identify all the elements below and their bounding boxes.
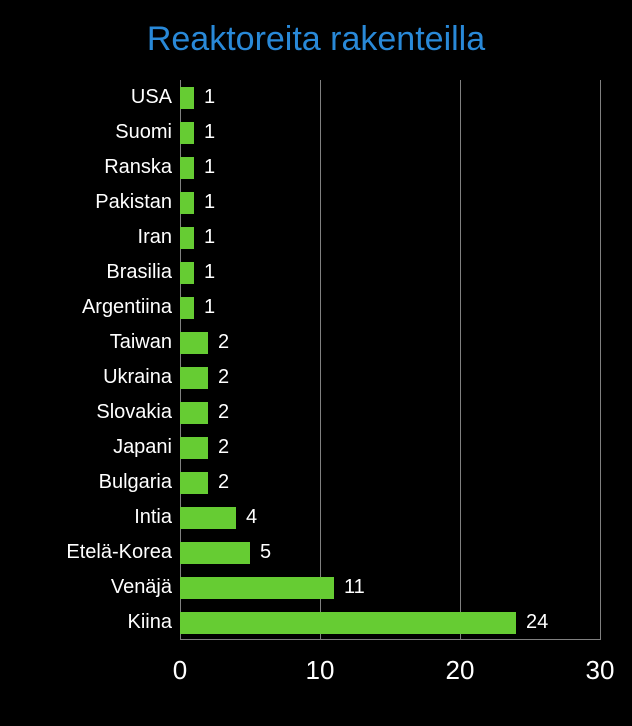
bar-value-label: 1 <box>204 261 215 284</box>
bar-row: 1 <box>180 220 215 255</box>
bar <box>180 157 194 179</box>
bar-value-label: 1 <box>204 226 215 249</box>
bar-value-label: 2 <box>218 366 229 389</box>
y-axis-label: Pakistan <box>12 185 172 220</box>
bar-row: 1 <box>180 290 215 325</box>
bar-value-label: 1 <box>204 86 215 109</box>
y-axis-label: Taiwan <box>12 325 172 360</box>
bar <box>180 297 194 319</box>
bar-value-label: 1 <box>204 191 215 214</box>
bar <box>180 227 194 249</box>
gridline <box>600 80 601 640</box>
bar-value-label: 2 <box>218 471 229 494</box>
bar-row: 11 <box>180 570 365 605</box>
bar <box>180 367 208 389</box>
y-axis-label: Japani <box>12 430 172 465</box>
bar-value-label: 2 <box>218 331 229 354</box>
bar <box>180 402 208 424</box>
bar <box>180 192 194 214</box>
bar-row: 1 <box>180 150 215 185</box>
bar-value-label: 2 <box>218 436 229 459</box>
gridline <box>460 80 461 640</box>
bar-row: 1 <box>180 80 215 115</box>
bar-value-label: 5 <box>260 541 271 564</box>
bar-row: 5 <box>180 535 271 570</box>
y-axis-label: Intia <box>12 500 172 535</box>
bar-row: 2 <box>180 395 229 430</box>
y-axis-label: Kiina <box>12 605 172 640</box>
bar-row: 4 <box>180 500 257 535</box>
y-axis-label: USA <box>12 80 172 115</box>
y-axis-label: Argentiina <box>12 290 172 325</box>
bar-value-label: 1 <box>204 121 215 144</box>
chart-container: Reaktoreita rakenteilla 1111111222224511… <box>0 0 632 726</box>
x-axis-tick: 10 <box>300 655 340 686</box>
y-axis-label: Venäjä <box>12 570 172 605</box>
y-axis-label: Etelä-Korea <box>12 535 172 570</box>
bar-value-label: 1 <box>204 156 215 179</box>
plot-area: 111111122222451124 <box>180 80 600 640</box>
bar-row: 2 <box>180 430 229 465</box>
gridline <box>320 80 321 640</box>
bar <box>180 577 334 599</box>
bar <box>180 507 236 529</box>
bar-row: 24 <box>180 605 548 640</box>
bar <box>180 87 194 109</box>
bar-value-label: 4 <box>246 506 257 529</box>
bar-value-label: 24 <box>526 611 548 634</box>
bar-row: 1 <box>180 255 215 290</box>
bar-row: 2 <box>180 325 229 360</box>
bar <box>180 542 250 564</box>
y-axis-label: Slovakia <box>12 395 172 430</box>
x-axis-tick: 0 <box>160 655 200 686</box>
bar <box>180 262 194 284</box>
bar-value-label: 11 <box>344 576 365 599</box>
y-axis-label: Brasilia <box>12 255 172 290</box>
y-axis-label: Ukraina <box>12 360 172 395</box>
y-axis-label: Bulgaria <box>12 465 172 500</box>
y-axis-label: Suomi <box>12 115 172 150</box>
bar-row: 1 <box>180 115 215 150</box>
bar <box>180 612 516 634</box>
bar <box>180 332 208 354</box>
chart-title: Reaktoreita rakenteilla <box>0 0 632 69</box>
bar-value-label: 1 <box>204 296 215 319</box>
bar <box>180 122 194 144</box>
x-axis-tick: 30 <box>580 655 620 686</box>
bar <box>180 437 208 459</box>
bar <box>180 472 208 494</box>
y-axis-label: Ranska <box>12 150 172 185</box>
bar-row: 2 <box>180 360 229 395</box>
bar-row: 1 <box>180 185 215 220</box>
x-axis-tick: 20 <box>440 655 480 686</box>
y-axis-label: Iran <box>12 220 172 255</box>
bar-row: 2 <box>180 465 229 500</box>
bar-value-label: 2 <box>218 401 229 424</box>
